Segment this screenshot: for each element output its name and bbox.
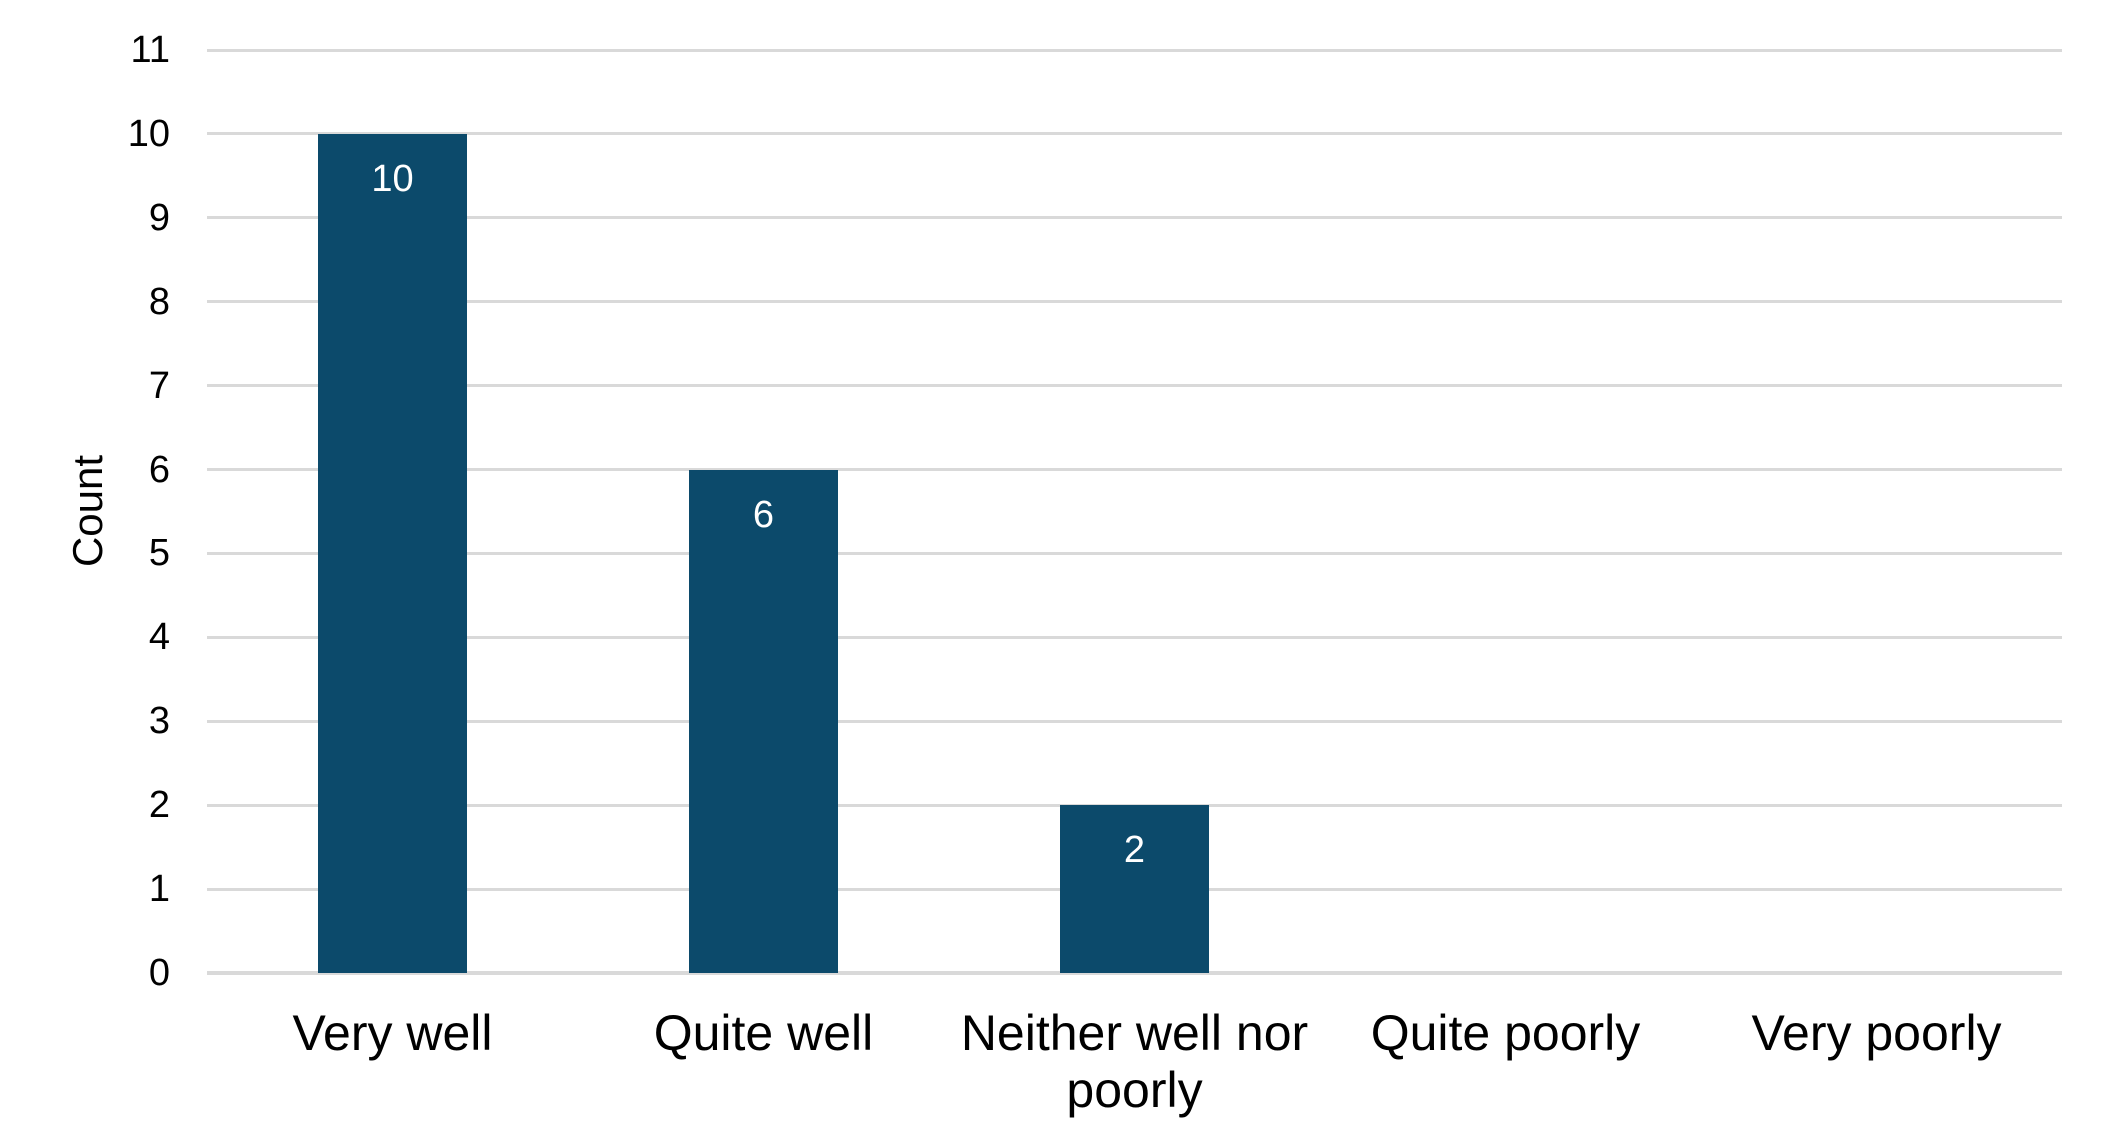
y-tick-label-4: 4 [148,616,170,659]
y-tick-label-6: 6 [148,448,170,491]
y-tick-label-10: 10 [127,112,170,155]
y-tick-label-0: 0 [148,952,170,994]
bar-value-label-quite-well: 6 [752,493,775,536]
y-tick-label-11: 11 [130,29,170,71]
bar-value-label-neither-well-nor-poorly: 2 [1123,829,1146,872]
y-tick-label-3: 3 [148,700,170,743]
gridline-6 [207,468,2062,472]
gridline-4 [207,635,2062,639]
gridline-3 [207,719,2062,723]
x-axis-label-quite-poorly: Quite poorly [1370,1005,1641,1061]
x-axis-label-very-poorly: Very poorly [1751,1005,2002,1061]
gridline-5 [207,551,2062,555]
gridline-10 [207,132,2062,136]
x-axis-label-very-well: Very well [292,1005,493,1061]
y-tick-label-7: 7 [148,364,170,407]
gridline-11 [207,48,2062,52]
bar-neither-well-nor-poorly [1060,805,1209,973]
gridline-9 [207,216,2062,220]
bar-quite-well [689,469,838,973]
y-tick-label-5: 5 [148,532,170,575]
bar-very-well [318,133,467,973]
x-axis-line [207,971,2062,975]
gridline-8 [207,300,2062,304]
x-axis-label-quite-well: Quite well [653,1005,874,1061]
y-tick-label-9: 9 [148,196,170,239]
y-tick-label-2: 2 [148,784,170,827]
gridline-7 [207,384,2062,388]
y-tick-label-8: 8 [148,280,170,323]
bar-value-label-very-well: 10 [371,157,414,200]
y-tick-label-1: 1 [148,868,170,911]
x-axis-label-neither-well-nor-poorly: Neither well nor poorly [960,1005,1309,1118]
